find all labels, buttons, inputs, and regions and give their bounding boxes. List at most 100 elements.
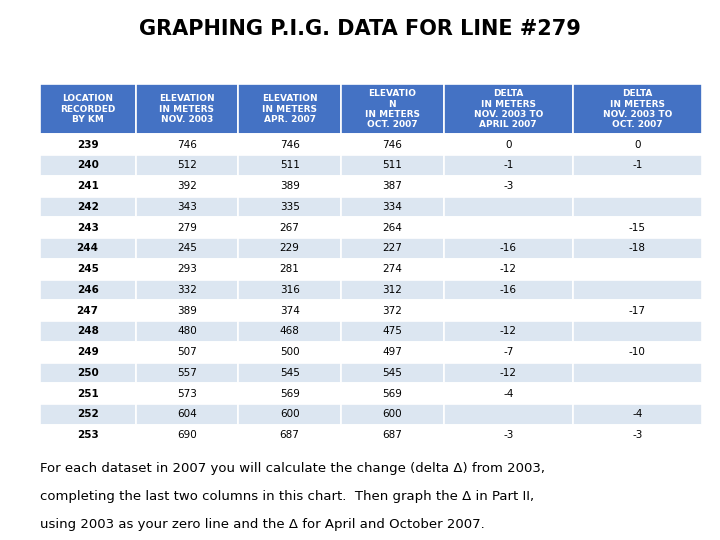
Bar: [238, 342, 341, 362]
Text: 251: 251: [77, 389, 99, 399]
Bar: [135, 84, 238, 134]
Bar: [238, 404, 341, 425]
Bar: [573, 238, 702, 259]
Bar: [444, 155, 573, 176]
Bar: [573, 425, 702, 446]
Bar: [135, 155, 238, 176]
Bar: [135, 217, 238, 238]
Text: -4: -4: [632, 409, 643, 420]
Bar: [40, 84, 135, 134]
Text: -12: -12: [500, 264, 517, 274]
Text: 512: 512: [177, 160, 197, 171]
Text: completing the last two columns in this chart.  Then graph the Δ in Part II,: completing the last two columns in this …: [40, 490, 534, 503]
Bar: [444, 404, 573, 425]
Text: 281: 281: [279, 264, 300, 274]
Text: 389: 389: [177, 306, 197, 316]
Bar: [444, 176, 573, 197]
Bar: [573, 342, 702, 362]
Text: 245: 245: [177, 244, 197, 253]
Text: 274: 274: [382, 264, 402, 274]
Bar: [341, 404, 444, 425]
Bar: [341, 197, 444, 217]
Bar: [40, 383, 135, 404]
Text: -10: -10: [629, 347, 646, 357]
Bar: [238, 321, 341, 342]
Text: 241: 241: [77, 181, 99, 191]
Text: 343: 343: [177, 202, 197, 212]
Bar: [238, 134, 341, 155]
Bar: [573, 404, 702, 425]
Text: 267: 267: [279, 222, 300, 233]
Bar: [238, 425, 341, 446]
Text: 312: 312: [382, 285, 402, 295]
Text: DELTA
IN METERS
NOV. 2003 TO
APRIL 2007: DELTA IN METERS NOV. 2003 TO APRIL 2007: [474, 90, 543, 129]
Bar: [135, 280, 238, 300]
Text: 239: 239: [77, 140, 99, 150]
Bar: [135, 404, 238, 425]
Bar: [573, 280, 702, 300]
Bar: [341, 155, 444, 176]
Text: 0: 0: [634, 140, 641, 150]
Text: 264: 264: [382, 222, 402, 233]
Bar: [40, 300, 135, 321]
Text: 500: 500: [280, 347, 300, 357]
Text: 387: 387: [382, 181, 402, 191]
Bar: [238, 383, 341, 404]
Bar: [573, 176, 702, 197]
Text: 573: 573: [177, 389, 197, 399]
Bar: [238, 155, 341, 176]
Text: -12: -12: [500, 368, 517, 378]
Bar: [444, 259, 573, 280]
Bar: [341, 321, 444, 342]
Text: 392: 392: [177, 181, 197, 191]
Text: 545: 545: [382, 368, 402, 378]
Bar: [444, 362, 573, 383]
Bar: [238, 300, 341, 321]
Text: 600: 600: [382, 409, 402, 420]
Bar: [135, 425, 238, 446]
Text: 249: 249: [77, 347, 99, 357]
Text: ELEVATION
IN METERS
NOV. 2003: ELEVATION IN METERS NOV. 2003: [159, 94, 215, 124]
Bar: [238, 84, 341, 134]
Bar: [238, 259, 341, 280]
Bar: [40, 404, 135, 425]
Text: 480: 480: [177, 326, 197, 336]
Text: 242: 242: [77, 202, 99, 212]
Bar: [40, 197, 135, 217]
Bar: [573, 197, 702, 217]
Text: -3: -3: [503, 430, 513, 440]
Bar: [238, 176, 341, 197]
Text: 252: 252: [77, 409, 99, 420]
Text: 545: 545: [279, 368, 300, 378]
Text: -15: -15: [629, 222, 646, 233]
Bar: [341, 362, 444, 383]
Bar: [444, 134, 573, 155]
Bar: [135, 362, 238, 383]
Bar: [444, 238, 573, 259]
Text: 246: 246: [77, 285, 99, 295]
Bar: [40, 238, 135, 259]
Text: 316: 316: [279, 285, 300, 295]
Text: -1: -1: [503, 160, 513, 171]
Text: 229: 229: [279, 244, 300, 253]
Bar: [341, 280, 444, 300]
Text: -3: -3: [503, 181, 513, 191]
Bar: [573, 134, 702, 155]
Text: DELTA
IN METERS
NOV. 2003 TO
OCT. 2007: DELTA IN METERS NOV. 2003 TO OCT. 2007: [603, 90, 672, 129]
Bar: [573, 259, 702, 280]
Bar: [341, 259, 444, 280]
Text: 227: 227: [382, 244, 402, 253]
Bar: [341, 425, 444, 446]
Text: 389: 389: [279, 181, 300, 191]
Text: 507: 507: [177, 347, 197, 357]
Bar: [135, 300, 238, 321]
Bar: [238, 280, 341, 300]
Bar: [40, 280, 135, 300]
Text: -7: -7: [503, 347, 513, 357]
Bar: [40, 155, 135, 176]
Bar: [341, 176, 444, 197]
Bar: [40, 362, 135, 383]
Bar: [341, 342, 444, 362]
Text: 604: 604: [177, 409, 197, 420]
Text: 334: 334: [382, 202, 402, 212]
